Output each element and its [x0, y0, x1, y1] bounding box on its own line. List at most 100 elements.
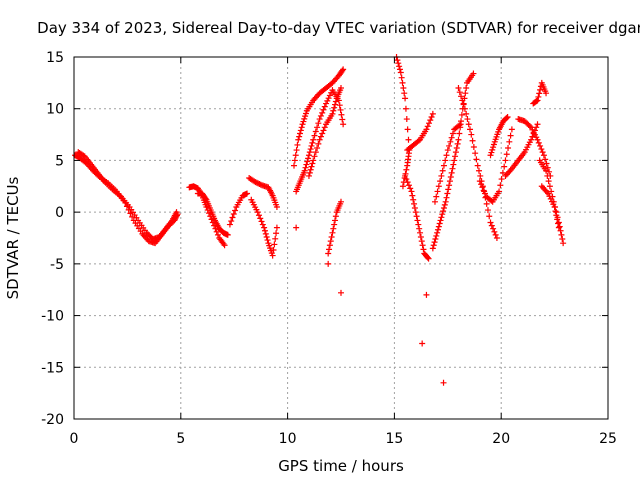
data-point — [428, 113, 435, 120]
data-point — [506, 138, 513, 145]
data-point — [443, 152, 450, 159]
data-point — [107, 184, 114, 191]
data-point — [93, 168, 100, 175]
y-tick-label: -5 — [50, 257, 64, 273]
data-point — [326, 242, 333, 249]
data-point — [409, 192, 416, 199]
data-point — [404, 126, 411, 133]
data-point — [292, 152, 299, 159]
data-point — [411, 200, 418, 207]
data-point — [259, 221, 266, 228]
data-point — [436, 220, 443, 227]
data-point — [325, 260, 332, 267]
data-point — [452, 149, 459, 156]
data-point — [432, 236, 439, 243]
data-point — [326, 246, 333, 253]
data-point — [497, 182, 504, 189]
data-point — [303, 161, 310, 168]
data-point — [478, 181, 485, 188]
data-point — [310, 136, 317, 143]
data-point — [535, 93, 542, 100]
data-point — [263, 233, 270, 240]
data-point — [481, 190, 488, 197]
data-point — [293, 224, 300, 231]
data-point — [431, 239, 438, 246]
x-axis-ticks: 0 5 10 15 20 25 — [70, 57, 617, 447]
data-point — [437, 178, 444, 185]
x-tick-label: 20 — [492, 431, 510, 447]
data-point — [317, 133, 324, 140]
chart-title: Day 334 of 2023, Sidereal Day-to-day VTE… — [37, 19, 640, 37]
data-point — [488, 222, 495, 229]
data-point — [442, 198, 449, 205]
data-point — [547, 195, 554, 202]
data-point — [272, 235, 279, 242]
data-point — [226, 221, 233, 228]
y-tick-label: 10 — [46, 102, 64, 118]
data-point — [468, 131, 475, 138]
data-point — [555, 220, 562, 227]
data-point — [443, 194, 450, 201]
data-point — [490, 141, 497, 148]
data-point — [408, 143, 415, 150]
data-point — [412, 209, 419, 216]
data-point — [331, 221, 338, 228]
data-point — [558, 231, 565, 238]
data-point — [440, 162, 447, 169]
data-point — [86, 159, 93, 166]
data-point — [407, 185, 414, 192]
data-points — [72, 54, 567, 386]
data-point — [399, 79, 406, 86]
data-point — [448, 169, 455, 176]
data-point — [301, 115, 308, 122]
data-point — [456, 122, 463, 129]
data-point — [535, 139, 542, 146]
data-point — [554, 216, 561, 223]
grid-lines — [74, 57, 608, 419]
data-point — [429, 245, 436, 252]
data-point — [476, 178, 483, 185]
data-point — [317, 112, 324, 119]
data-point — [454, 140, 461, 147]
data-point — [446, 178, 453, 185]
data-point — [455, 136, 462, 143]
y-tick-label: -15 — [41, 360, 64, 376]
data-point — [429, 110, 436, 117]
data-point — [533, 134, 540, 141]
data-point — [430, 242, 437, 249]
data-point — [99, 176, 106, 183]
data-point — [116, 192, 123, 199]
y-tick-label: 0 — [55, 205, 64, 221]
data-point — [507, 132, 514, 139]
data-point — [214, 231, 221, 238]
data-point — [399, 183, 406, 190]
data-point — [291, 157, 298, 164]
data-point — [273, 201, 280, 208]
data-point — [398, 74, 405, 81]
data-point — [452, 153, 459, 160]
data-point — [493, 235, 500, 241]
data-point — [161, 227, 168, 234]
data-point — [268, 250, 275, 257]
data-point — [446, 142, 453, 149]
data-point — [326, 81, 333, 88]
data-point — [296, 133, 303, 140]
data-point — [332, 217, 339, 224]
data-point — [340, 121, 347, 128]
x-tick-label: 15 — [385, 431, 403, 447]
data-point — [444, 147, 451, 154]
data-point — [431, 198, 438, 205]
data-point — [536, 90, 543, 97]
data-point — [316, 116, 323, 123]
data-point — [261, 224, 268, 231]
data-point — [546, 168, 553, 175]
data-point — [474, 162, 481, 169]
data-point — [475, 167, 482, 174]
data-point — [540, 152, 547, 159]
data-point — [437, 217, 444, 224]
data-point — [455, 85, 462, 92]
data-point — [213, 228, 220, 235]
data-point — [302, 164, 309, 171]
data-point — [308, 163, 315, 170]
data-point — [261, 227, 268, 234]
